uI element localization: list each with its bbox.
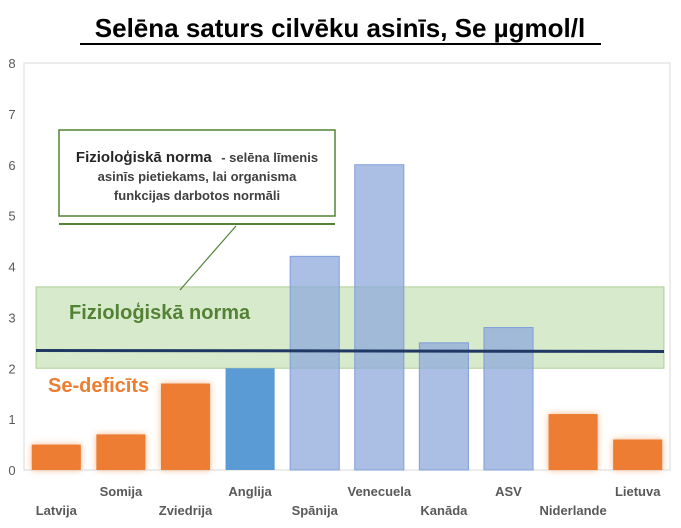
category-label: Kanāda [420, 503, 468, 518]
bar-anglija [225, 368, 275, 470]
y-tick-label: 7 [8, 107, 15, 122]
callout-title: Fizioloģiskā norma [76, 149, 213, 166]
y-tick-label: 6 [8, 158, 15, 173]
deficit-label: Se-deficīts [48, 375, 149, 397]
plot-area [23, 62, 671, 471]
y-tick-label: 4 [8, 260, 15, 275]
y-tick-label: 2 [8, 361, 15, 376]
y-tick-label: 3 [8, 310, 15, 325]
bar-latvija [31, 444, 81, 470]
category-label: Venecuela [347, 484, 411, 499]
category-label: ASV [495, 484, 522, 499]
norm-band-label: Fizioloģiskā norma [69, 302, 251, 324]
category-labels: Latvija Somija Zviedrija Anglija Spānija Vene… [36, 484, 662, 518]
bar-spānija [289, 255, 340, 471]
chart-title: Selēna saturs cilvēku asinīs, Se µgmol/l [95, 13, 585, 43]
bar-lietuva [613, 439, 663, 470]
bar-zviedrija [160, 383, 211, 470]
bar-kanāda [418, 342, 469, 471]
callout-box [58, 129, 336, 217]
callout-line-1: - selēna līmenis [221, 150, 318, 165]
y-tick-label: 8 [8, 56, 15, 71]
bars [31, 164, 663, 471]
callout-text-line-1: Fizioloģiskā norma - selēna līmenis [76, 149, 318, 166]
y-axis: 0 1 2 3 4 5 6 7 8 [8, 56, 15, 478]
category-label: Niderlande [540, 503, 607, 518]
category-label: Latvija [36, 503, 78, 518]
category-label: Zviedrija [159, 503, 213, 518]
category-label: Anglija [228, 484, 272, 499]
norm-band [35, 286, 665, 369]
bar-somija [96, 434, 146, 470]
category-label: Spānija [292, 503, 339, 518]
y-tick-label: 0 [8, 463, 15, 478]
bar-niderlande [548, 414, 598, 470]
callout-line-2: asinīs pietiekams, lai organisma [98, 169, 297, 184]
y-tick-label: 1 [8, 412, 15, 427]
y-tick-label: 5 [8, 209, 15, 224]
norm-line [35, 348, 665, 353]
callout-connector [179, 225, 237, 291]
bar-venecuela [354, 164, 405, 471]
bar-asv [483, 327, 534, 471]
callout-line-3: funkcijas darbotos normāli [114, 188, 280, 203]
category-label: Somija [100, 484, 143, 499]
category-label: Lietuva [615, 484, 661, 499]
